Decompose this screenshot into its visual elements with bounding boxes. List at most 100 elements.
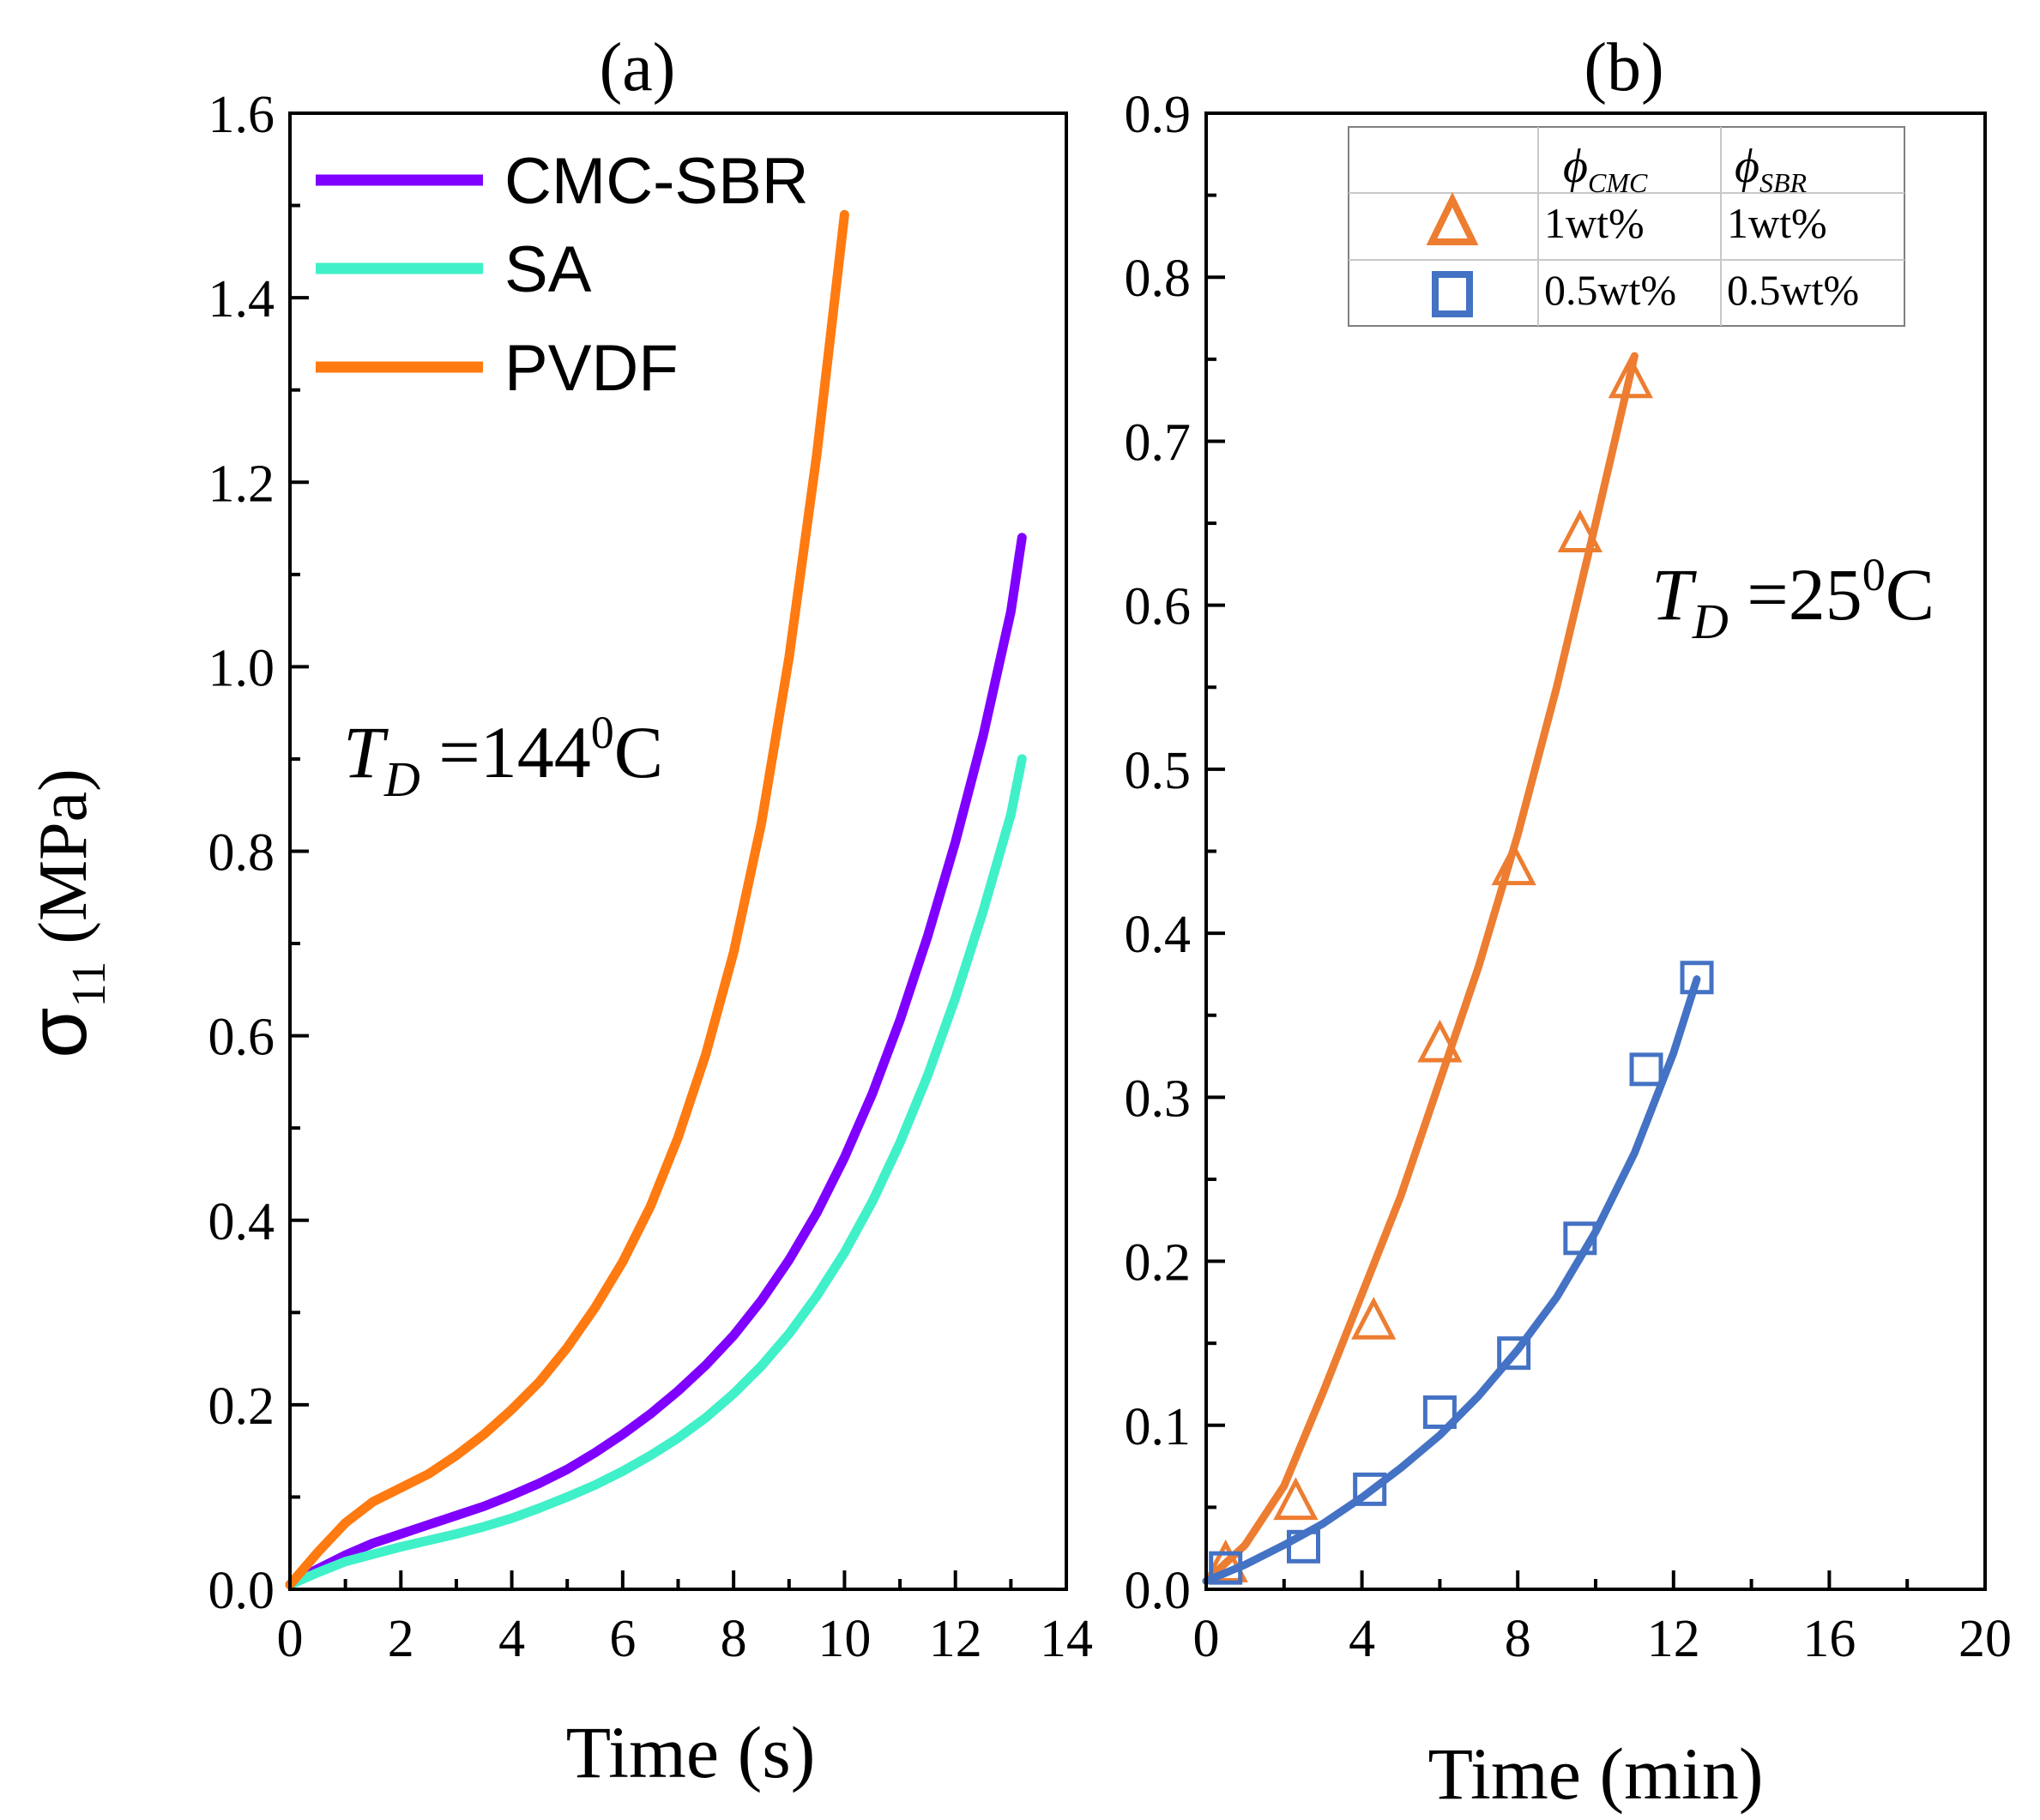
legend-marker-triangle	[1426, 191, 1479, 245]
phi-cmc-subscript: CMC	[1588, 167, 1648, 198]
data-point-square	[1353, 1472, 1387, 1506]
y-tick-label: 0.8	[208, 824, 275, 883]
annotation-b-sup: 0	[1862, 549, 1886, 600]
data-point-square	[1563, 1221, 1597, 1256]
panel-b-x-axis-label: Time (min)	[1427, 1733, 1763, 1815]
x-tick-label: 12	[929, 1610, 982, 1668]
data-point-square	[1287, 1529, 1320, 1564]
x-tick-label: 16	[1802, 1610, 1856, 1668]
data-point-triangle	[1203, 1539, 1248, 1582]
y-tick-label: 1.2	[208, 455, 275, 513]
y-tick-label: 0.2	[1125, 1234, 1192, 1293]
legend-label-sa: SA	[504, 233, 592, 306]
x-tick-label: 0	[277, 1610, 304, 1668]
y-tick-label: 0.8	[1125, 250, 1192, 308]
x-tick-label: 20	[1959, 1610, 2012, 1668]
y-tick-label: 0.1	[1125, 1398, 1192, 1456]
y-tick-label: 0.2	[208, 1377, 275, 1436]
annotation-a-sub: D	[383, 751, 420, 807]
y-tick-label: 0.0	[208, 1562, 275, 1620]
panel-a-legend: CMC-SBR SA PVDF	[316, 145, 809, 405]
data-point-square	[1422, 1395, 1457, 1429]
annotation-b-sub: D	[1692, 594, 1729, 649]
series-line-pvdf	[285, 209, 849, 1590]
data-point-triangle	[1417, 1019, 1463, 1063]
annotation-a-unit: C	[614, 711, 663, 793]
y-tick-label: 0.3	[1125, 1070, 1192, 1128]
panel-a-tick-labels: 0.0 0.2 0.4 0.6 0.8 1.0 1.2 1.4 1.6 0 2 4 6 8 10 12 14	[208, 86, 1094, 1668]
y-tick-label: 0.7	[1125, 413, 1192, 472]
y-tick-label: 0.6	[1125, 578, 1192, 636]
annotation-b-unit: C	[1886, 553, 1934, 636]
data-point-square	[1209, 1551, 1243, 1585]
y-tick-label: 0.9	[1125, 86, 1192, 144]
annotation-a-value: =144	[420, 711, 591, 793]
annotation-a-sup: 0	[591, 707, 614, 758]
panel-a: (a) 0.0 0.2 0.4 0.6 0.8 1.0 1.2 1.4 1.6 0 2 4 6 8 10 12…	[208, 30, 1094, 1793]
legend-label-cmc-sbr: CMC-SBR	[504, 145, 809, 218]
panel-b-tick-labels: 0.0 0.1 0.2 0.3 0.4 0.5 0.6 0.7 0.8 0.9 0 4 8 12 16 20	[1125, 86, 2013, 1668]
legend-header-phi-cmc: ϕCMC	[1563, 140, 1648, 198]
x-tick-label: 8	[721, 1610, 747, 1668]
legend-entry-sa: SA	[316, 233, 592, 306]
y-tick-label: 0.4	[208, 1193, 275, 1251]
panel-a-frame	[288, 111, 1068, 1591]
legend-sbr-1wt: 1wt%	[1727, 199, 1827, 247]
legend-header-phi-sbr: ϕSBR	[1735, 140, 1808, 198]
y-tick-label: 0.6	[208, 1009, 275, 1067]
data-point-triangle	[1351, 1296, 1397, 1340]
data-point-triangle	[1491, 842, 1536, 886]
x-tick-label: 4	[498, 1610, 525, 1668]
panel-a-label: (a)	[600, 30, 676, 105]
x-tick-label: 4	[1349, 1610, 1375, 1668]
legend-marker-square	[1432, 271, 1473, 317]
y-tick-label: 0.4	[1125, 906, 1192, 964]
x-tick-label: 0	[1193, 1610, 1220, 1668]
y-axis-label-subscript: 11	[63, 961, 116, 1008]
y-axis-label-symbol: σ	[12, 1008, 104, 1058]
x-tick-label: 10	[818, 1610, 871, 1668]
data-point-triangle	[1557, 509, 1602, 552]
legend-entry-cmc-sbr: CMC-SBR	[316, 145, 809, 218]
y-tick-label: 1.6	[208, 86, 275, 144]
panel-b-series	[1202, 352, 1714, 1585]
annotation-b-T: T	[1651, 553, 1697, 636]
y-axis-label-unit: (MPa)	[26, 768, 101, 961]
panel-b-temperature-annotation: TD =250C	[1651, 549, 1934, 649]
data-point-square	[1497, 1336, 1531, 1371]
data-point-square	[1680, 961, 1714, 995]
panel-b: (b) 0.0 0.1 0.2 0.3 0.4 0.5 0.6 0.7 0.8 0.9 0 4 8 12 1…	[1125, 30, 2013, 1815]
y-tick-label: 0.0	[1125, 1562, 1192, 1620]
y-axis-label: σ11 (MPa)	[12, 768, 116, 1058]
legend-label-pvdf: PVDF	[504, 332, 679, 405]
data-point-square	[1629, 1052, 1663, 1087]
legend-sbr-05wt: 0.5wt%	[1727, 266, 1859, 314]
panel-a-series	[285, 209, 1027, 1590]
legend-cmc-1wt: 1wt%	[1544, 199, 1645, 247]
panel-a-x-axis-label: Time (s)	[566, 1711, 816, 1793]
fit-line-1wt-1wt	[1202, 352, 1639, 1585]
legend-cmc-05wt: 0.5wt%	[1544, 266, 1676, 314]
x-tick-label: 8	[1505, 1610, 1531, 1668]
panel-b-label: (b)	[1584, 30, 1663, 105]
phi-sbr-subscript: SBR	[1759, 167, 1808, 198]
y-tick-label: 1.4	[208, 270, 275, 328]
annotation-b-value: =25	[1729, 553, 1862, 636]
x-tick-label: 2	[388, 1610, 414, 1668]
series-line-sa	[285, 754, 1027, 1590]
x-tick-label: 12	[1647, 1610, 1700, 1668]
data-point-triangle	[1608, 355, 1653, 399]
x-tick-label: 14	[1040, 1610, 1093, 1668]
x-tick-label: 6	[609, 1610, 636, 1668]
panel-b-frame	[1204, 111, 1987, 1591]
y-tick-label: 0.5	[1125, 742, 1192, 800]
phi-cmc-symbol: ϕ	[1563, 140, 1588, 193]
annotation-a-T: T	[343, 711, 389, 793]
legend-entry-pvdf: PVDF	[316, 332, 679, 405]
y-tick-label: 1.0	[208, 639, 275, 697]
phi-sbr-symbol: ϕ	[1735, 140, 1759, 193]
panel-a-temperature-annotation: TD =1440C	[343, 707, 663, 807]
data-point-triangle	[1273, 1477, 1319, 1521]
series-line-cmc-sbr	[285, 533, 1027, 1590]
